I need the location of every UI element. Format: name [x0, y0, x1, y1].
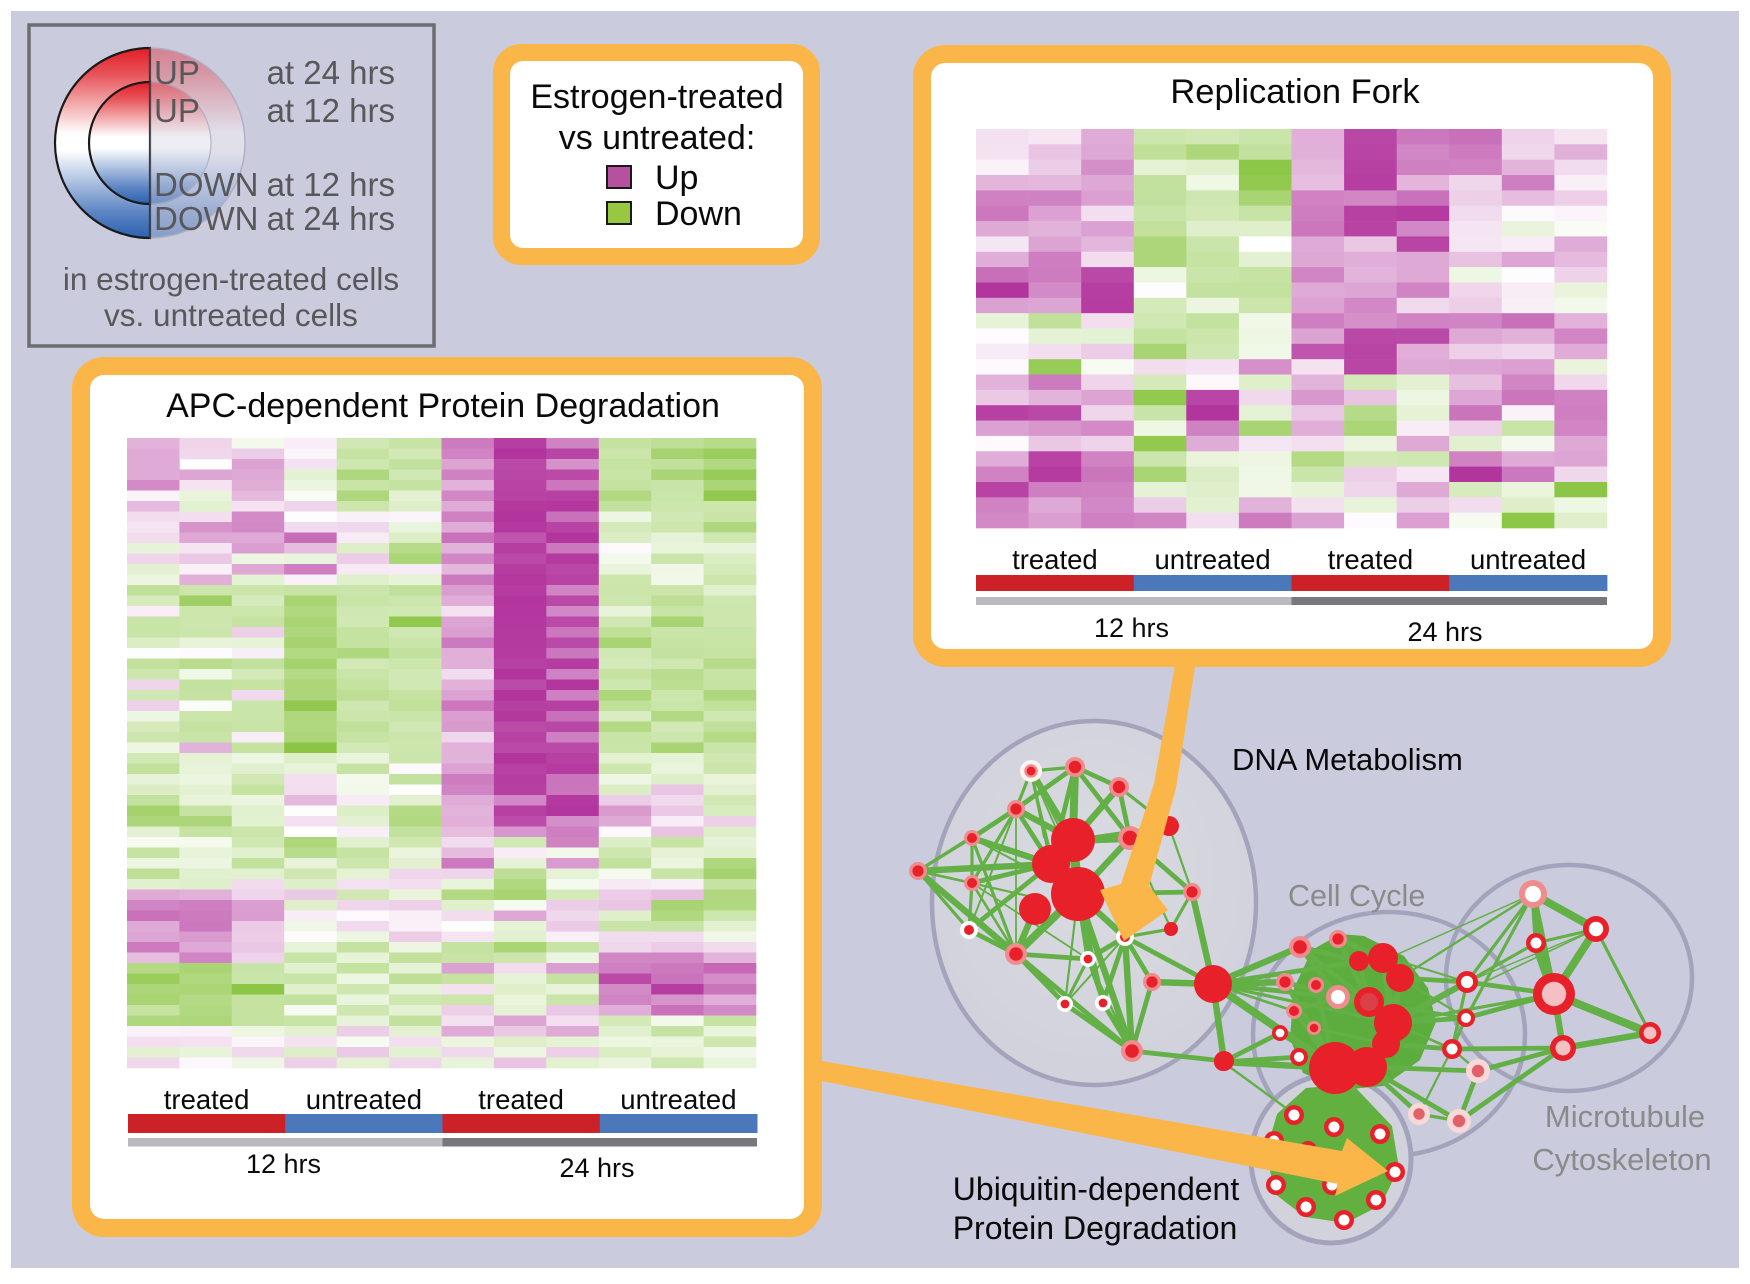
svg-text:at 24 hrs: at 24 hrs	[267, 200, 395, 237]
svg-text:vs. untreated cells: vs. untreated cells	[104, 297, 358, 333]
svg-text:Cell Cycle: Cell Cycle	[1288, 879, 1425, 913]
svg-text:12 hrs: 12 hrs	[1094, 613, 1169, 643]
svg-text:Microtubule: Microtubule	[1545, 1099, 1705, 1134]
svg-text:at 12 hrs: at 12 hrs	[267, 166, 395, 203]
svg-text:24 hrs: 24 hrs	[559, 1153, 634, 1183]
svg-text:Replication Fork: Replication Fork	[1170, 73, 1420, 111]
svg-text:vs untreated:: vs untreated:	[559, 119, 756, 157]
svg-text:DNA Metabolism: DNA Metabolism	[1232, 742, 1463, 777]
svg-text:treated: treated	[478, 1084, 564, 1115]
svg-text:Cytoskeleton: Cytoskeleton	[1532, 1142, 1711, 1177]
svg-text:untreated: untreated	[1154, 544, 1270, 575]
svg-text:Down: Down	[655, 195, 742, 233]
svg-text:at 12 hrs: at 12 hrs	[267, 92, 395, 129]
svg-text:at 24 hrs: at 24 hrs	[267, 54, 395, 91]
svg-text:Estrogen-treated: Estrogen-treated	[530, 78, 783, 116]
svg-text:untreated: untreated	[306, 1084, 422, 1115]
svg-text:untreated: untreated	[1470, 544, 1586, 575]
svg-text:Protein Degradation: Protein Degradation	[953, 1210, 1238, 1246]
svg-text:DOWN: DOWN	[154, 200, 258, 237]
svg-text:treated: treated	[164, 1084, 250, 1115]
svg-text:treated: treated	[1012, 544, 1098, 575]
svg-text:Ubiquitin-dependent: Ubiquitin-dependent	[953, 1171, 1240, 1207]
svg-text:APC-dependent Protein Degradat: APC-dependent Protein Degradation	[166, 387, 720, 425]
svg-text:Up: Up	[655, 159, 698, 197]
svg-text:DOWN: DOWN	[154, 166, 258, 203]
svg-text:24 hrs: 24 hrs	[1407, 617, 1482, 647]
svg-text:12 hrs: 12 hrs	[246, 1149, 321, 1179]
svg-text:UP: UP	[154, 92, 200, 129]
svg-text:treated: treated	[1328, 544, 1414, 575]
svg-text:untreated: untreated	[620, 1084, 736, 1115]
svg-text:UP: UP	[154, 54, 200, 91]
svg-text:in estrogen-treated cells: in estrogen-treated cells	[63, 261, 399, 297]
